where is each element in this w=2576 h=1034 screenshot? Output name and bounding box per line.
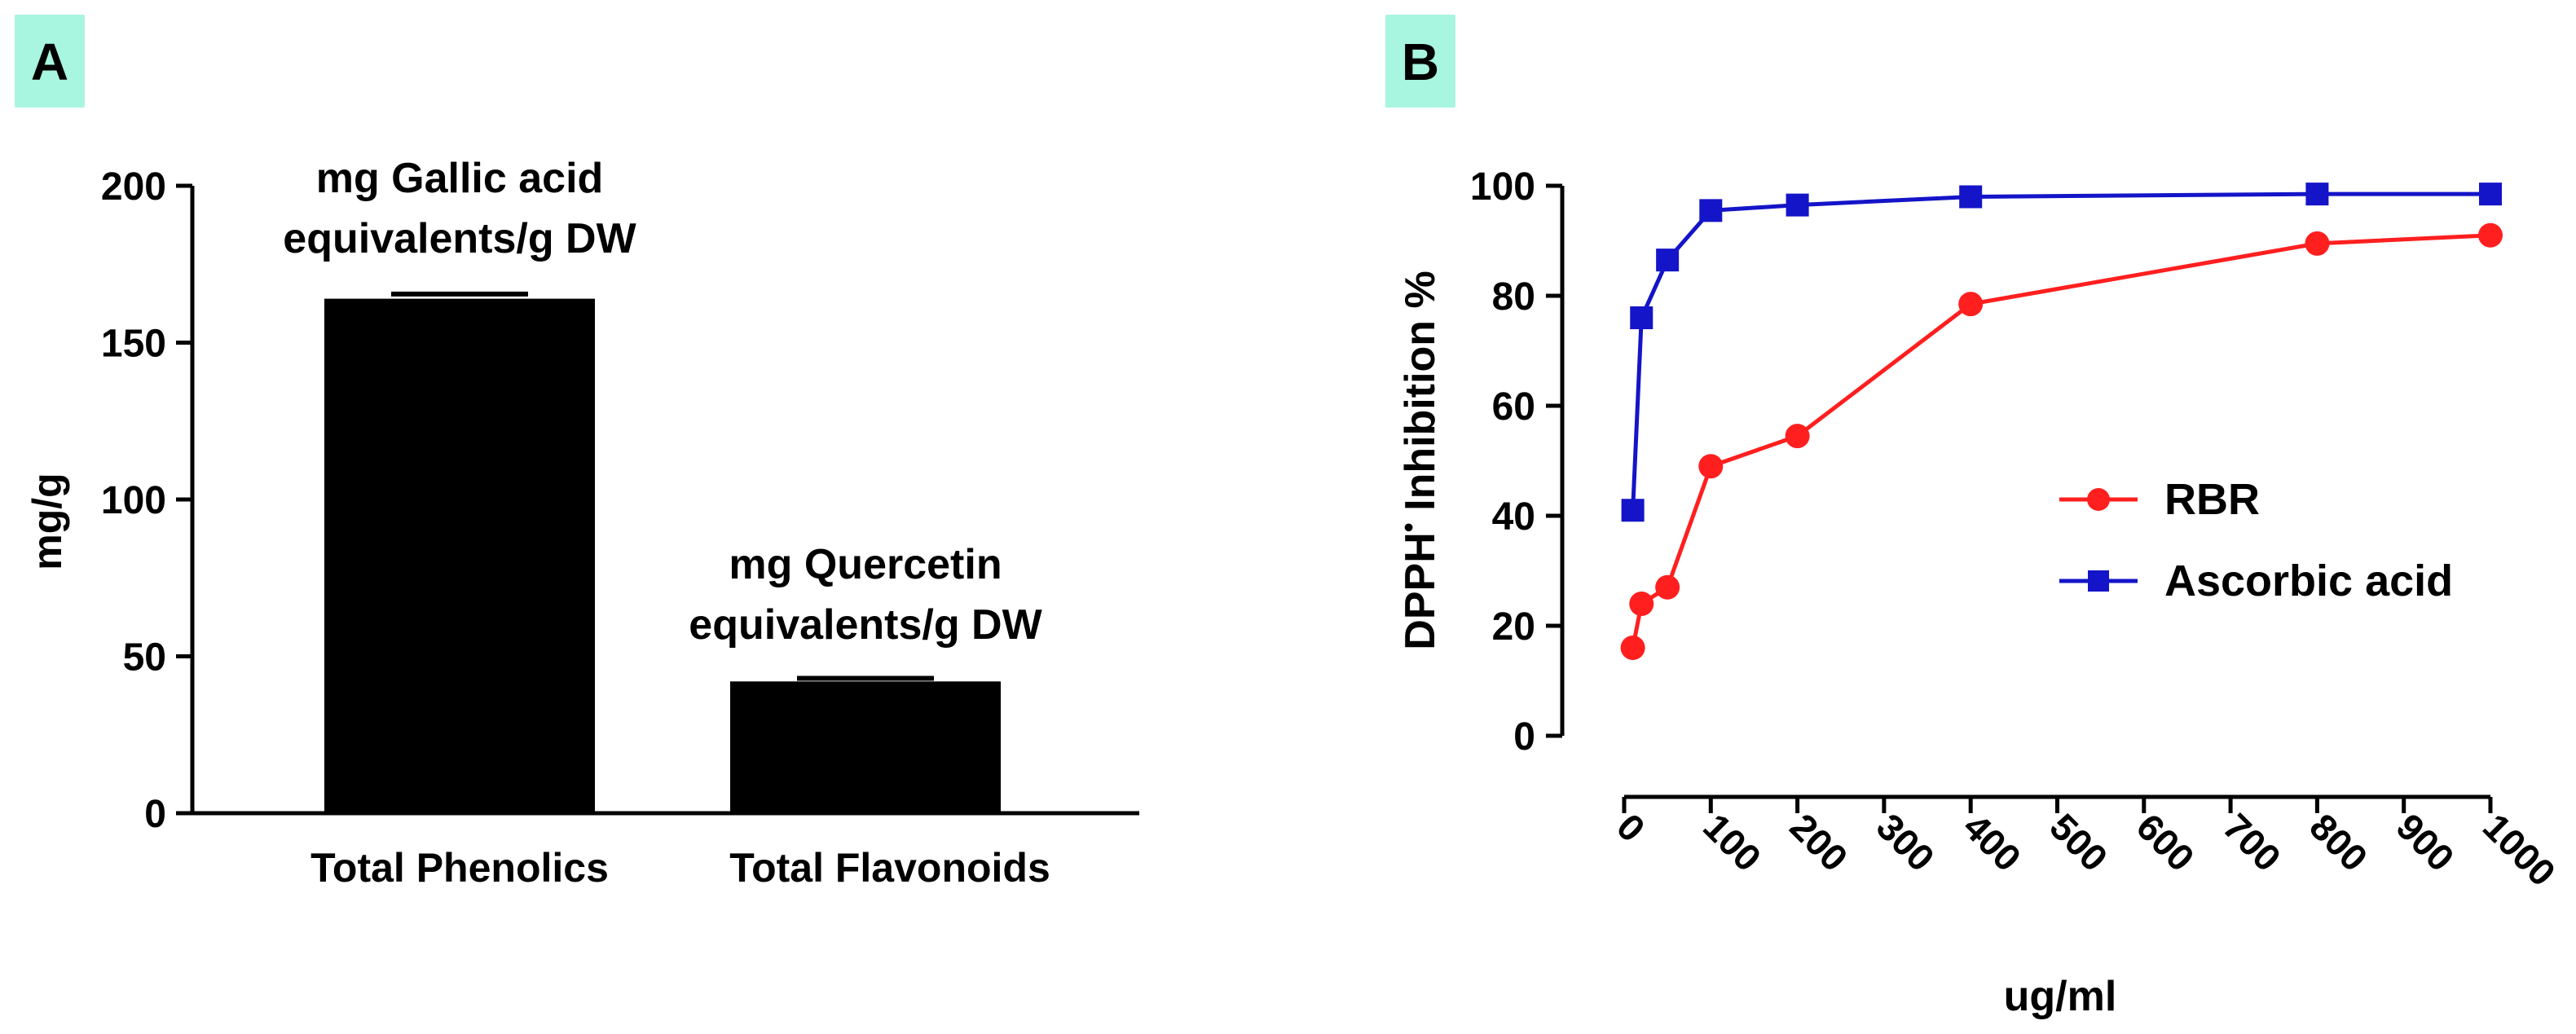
panel-b-ytick-label: 0 [1513,715,1535,759]
panel-a-ytick-label: 150 [101,323,166,366]
panel-a-ytick-label: 0 [144,793,166,836]
panel-b-ylabel: DPPH• Inhibition % [1394,271,1444,649]
xtick-label-total-flavonoids: Total Flavonoids [729,845,1050,891]
legend-ascorbic-marker [2088,570,2109,592]
panel-b-ytick-label: 40 [1492,495,1535,539]
annotation-flavonoids-line2: equivalents/g DW [689,601,1042,649]
panel-b-xtick-label: 100 [1695,805,1769,879]
panel-b-xtick-label: 600 [2129,805,2203,879]
panel-a: A mg/g 0 50 100 150 200 mg Gallic acid e… [15,15,1139,891]
series-rbr-point [1620,636,1645,660]
panel-a-bars [324,291,1001,814]
panel-b-ytick-label: 20 [1492,605,1535,649]
panel-a-annotations: mg Gallic acid equivalents/g DW mg Querc… [283,155,1042,649]
annotation-phenolics-line2: equivalents/g DW [283,215,636,262]
series-ascorbic-acid [1621,183,2502,522]
legend-rbr-label: RBR [2164,475,2260,524]
panel-b: B DPPH• Inhibition % 0 20 40 60 80 100 [1385,15,2564,1020]
series-ascorbic-acid-point [1656,249,1680,272]
series-rbr-point [1629,592,1654,616]
panel-b-xlabel: ug/ml [2004,973,2117,1020]
panel-b-label-bg [1385,15,1455,108]
series-rbr-point [2305,231,2330,256]
series-ascorbic-acid-point [2305,183,2329,206]
panel-b-xtick-label: 900 [2389,805,2463,879]
panel-b-xtick-label: 300 [1869,805,1943,879]
series-ascorbic-acid-point [1630,306,1653,329]
series-rbr [1620,222,2503,660]
bar-total-flavonoids [730,681,1001,813]
panel-a-ytick-label: 200 [101,165,166,209]
panel-b-ylabel-superscript: • [1394,522,1425,532]
panel-b-ytick-label: 100 [1470,165,1535,209]
panel-b-xtick-label: 0 [1609,805,1653,850]
annotation-flavonoids-line1: mg Quercetin [729,541,1002,588]
panel-b-y-ticks: 0 20 40 60 80 100 [1470,165,1562,759]
panel-b-x-ticks: 0 100 200 300 400 500 600 700 800 900 10… [1609,797,2564,894]
panel-a-y-ticks: 0 50 100 150 200 [101,165,192,836]
annotation-phenolics-line1: mg Gallic acid [316,155,604,202]
series-rbr-point [1958,292,1984,317]
series-rbr-point [1655,574,1680,600]
series-rbr-point [2478,222,2503,248]
panel-b-label: B [1402,33,1439,91]
series-ascorbic-acid-point [1699,199,1723,222]
panel-b-xtick-label: 500 [2041,805,2116,879]
series-ascorbic-acid-point [1959,185,1983,209]
panel-b-ytick-label: 60 [1492,385,1535,429]
panel-b-xtick-label: 400 [1955,805,2029,879]
bar-total-phenolics [324,298,595,814]
legend-ascorbic-label: Ascorbic acid [2164,557,2453,605]
panel-a-ytick-label: 100 [101,479,166,522]
series-rbr-point [1698,454,1724,479]
legend-rbr-marker [2087,488,2110,511]
panel-a-label-bg [15,15,85,108]
panel-b-xtick-label: 1000 [2475,805,2564,894]
panel-a-x-labels: Total Phenolics Total Flavonoids [310,845,1050,891]
series-ascorbic-acid-point [2479,183,2502,206]
panel-b-xtick-label: 800 [2301,805,2376,879]
panel-a-ytick-label: 50 [123,636,166,680]
panel-b-xtick-label: 700 [2215,805,2289,879]
panel-b-ylabel-suffix: Inhibition % [1397,271,1444,522]
series-rbr-point [1785,424,1810,449]
series-ascorbic-acid-point [1621,499,1645,522]
panel-a-label: A [31,33,68,91]
panel-b-xtick-label: 200 [1782,805,1856,879]
panel-b-ytick-label: 80 [1492,275,1535,319]
panel-b-legend: RBR Ascorbic acid [2059,475,2453,605]
panel-b-ylabel-main: DPPH [1397,532,1444,649]
panel-a-ylabel: mg/g [24,473,70,570]
xtick-label-total-phenolics: Total Phenolics [310,845,609,891]
series-ascorbic-acid-point [1786,193,1809,217]
